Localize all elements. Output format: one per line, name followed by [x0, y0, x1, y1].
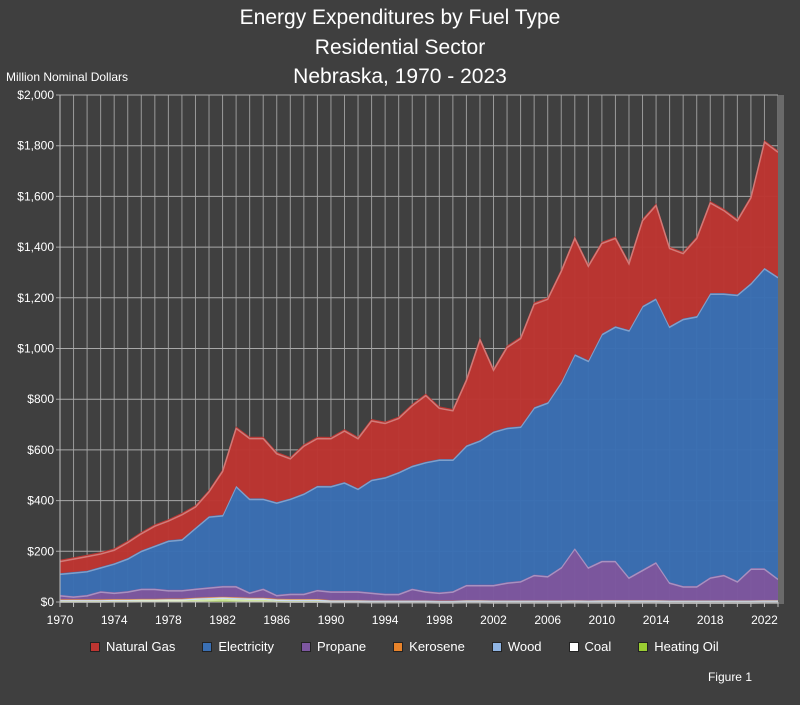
legend-label-natural-gas: Natural Gas	[106, 639, 176, 654]
area-highlight-coal	[60, 599, 778, 604]
x-tick-label: 1970	[47, 613, 74, 627]
legend-swatch-heating-oil	[638, 641, 649, 652]
x-tick-label: 2018	[697, 613, 724, 627]
legend-item-electricity: Electricity	[202, 639, 274, 654]
legend-label-kerosene: Kerosene	[409, 639, 465, 654]
x-tick-label: 1978	[155, 613, 182, 627]
area-highlight-kerosene	[60, 597, 778, 603]
figure-label: Figure 1	[707, 670, 752, 684]
x-tick-label: 1990	[318, 613, 345, 627]
plot-right-edge	[778, 95, 784, 604]
legend-swatch-wood	[491, 641, 502, 652]
legend-swatch-kerosene	[393, 641, 404, 652]
x-tick-label: 1974	[101, 613, 128, 627]
y-tick-label: $800	[27, 392, 54, 406]
y-tick-label: $400	[27, 494, 54, 508]
legend-swatch-electricity	[202, 641, 213, 652]
legend-item-heating-oil: Heating Oil	[638, 639, 719, 654]
legend-swatch-natural-gas	[90, 641, 100, 652]
legend-label-electricity: Electricity	[218, 639, 274, 654]
x-tick-label: 1982	[209, 613, 236, 627]
area-highlight-natural-gas	[59, 140, 779, 563]
legend-label-coal: Coal	[584, 639, 612, 654]
legend-label-propane: Propane	[317, 639, 367, 654]
x-tick-label: 2010	[589, 613, 616, 627]
legend-item-wood: Wood	[491, 639, 542, 654]
y-tick-label: $1,600	[17, 189, 54, 203]
x-tick-label: 2002	[480, 613, 507, 627]
y-tick-label: $200	[27, 544, 54, 558]
y-tick-label: $2,000	[17, 88, 54, 102]
y-tick-label: $1,200	[17, 291, 54, 305]
x-tick-label: 2022	[751, 613, 778, 627]
legend: Natural Gas Electricity Propane Kerosene Woo…	[90, 639, 746, 654]
legend-item-kerosene: Kerosene	[393, 639, 465, 654]
y-tick-label: $1,800	[17, 139, 54, 153]
x-tick-label: 2006	[534, 613, 561, 627]
legend-item-natural-gas: Natural Gas	[90, 639, 175, 654]
area-highlight-heating-oil	[60, 599, 778, 604]
legend-label-heating-oil: Heating Oil	[654, 639, 719, 654]
y-axis-label: Million Nominal Dollars	[6, 70, 129, 84]
x-tick-label: 1998	[426, 613, 453, 627]
legend-item-propane: Propane	[301, 639, 366, 654]
legend-item-coal: Coal	[568, 639, 612, 654]
legend-swatch-propane	[301, 641, 311, 652]
y-tick-label: $1,000	[17, 342, 54, 356]
area-highlight-propane	[59, 547, 779, 598]
chart-title-line1: Energy Expenditures by Fuel Type	[239, 6, 561, 29]
y-tick-label: $0	[41, 595, 55, 609]
y-tick-label: $600	[27, 443, 54, 457]
y-tick-label: $1,400	[17, 240, 54, 254]
x-tick-label: 2014	[643, 613, 670, 627]
legend-swatch-coal	[568, 641, 579, 652]
chart-title-line3: Nebraska, 1970 - 2023	[293, 65, 507, 88]
chart-title-line2: Residential Sector	[314, 36, 486, 59]
legend-label-wood: Wood	[507, 639, 542, 654]
area-highlight-electricity	[59, 267, 779, 576]
x-tick-label: 1994	[372, 613, 399, 627]
x-tick-label: 1986	[263, 613, 290, 627]
